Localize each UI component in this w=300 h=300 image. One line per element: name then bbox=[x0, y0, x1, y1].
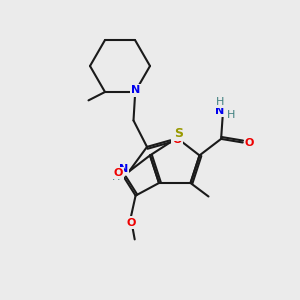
Text: O: O bbox=[244, 137, 254, 148]
Text: N: N bbox=[131, 85, 140, 95]
Text: O: O bbox=[126, 218, 136, 228]
Text: N: N bbox=[119, 164, 128, 174]
Text: H: H bbox=[215, 97, 224, 107]
Text: H: H bbox=[227, 110, 235, 120]
Text: H: H bbox=[112, 172, 121, 182]
Text: O: O bbox=[172, 135, 182, 145]
Text: O: O bbox=[113, 168, 123, 178]
Text: S: S bbox=[174, 127, 183, 140]
Text: N: N bbox=[215, 106, 224, 116]
